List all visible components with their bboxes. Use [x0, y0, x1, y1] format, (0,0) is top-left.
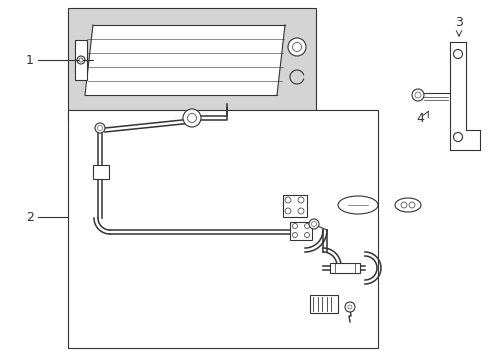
Circle shape	[292, 42, 301, 51]
Bar	[68, 110, 377, 348]
Bar	[68, 8, 315, 123]
Circle shape	[452, 50, 462, 59]
Polygon shape	[85, 25, 285, 95]
Bar	[283, 195, 306, 217]
Bar	[75, 40, 87, 80]
Circle shape	[292, 233, 297, 238]
Text: 2: 2	[26, 211, 34, 224]
Circle shape	[297, 208, 304, 214]
Circle shape	[345, 302, 354, 312]
Circle shape	[304, 233, 309, 238]
Text: 1: 1	[26, 54, 34, 67]
Circle shape	[347, 305, 351, 309]
Bar	[289, 222, 311, 240]
Circle shape	[285, 208, 290, 214]
Circle shape	[95, 123, 105, 133]
Circle shape	[97, 126, 102, 131]
Circle shape	[285, 197, 290, 203]
Circle shape	[452, 132, 462, 141]
Circle shape	[292, 224, 297, 229]
Circle shape	[411, 89, 423, 101]
Circle shape	[187, 113, 196, 122]
Circle shape	[304, 224, 309, 229]
Bar	[93, 165, 109, 179]
Bar	[329, 263, 359, 273]
Text: 3: 3	[454, 15, 462, 28]
Circle shape	[414, 92, 420, 98]
Circle shape	[183, 109, 201, 127]
Bar	[309, 295, 337, 313]
Circle shape	[79, 58, 83, 62]
Circle shape	[400, 202, 406, 208]
Circle shape	[77, 56, 85, 64]
Circle shape	[287, 38, 305, 56]
Text: 4: 4	[415, 112, 423, 125]
Circle shape	[308, 219, 318, 229]
Ellipse shape	[337, 196, 377, 214]
Circle shape	[408, 202, 414, 208]
Circle shape	[311, 221, 316, 226]
Ellipse shape	[394, 198, 420, 212]
Circle shape	[297, 197, 304, 203]
